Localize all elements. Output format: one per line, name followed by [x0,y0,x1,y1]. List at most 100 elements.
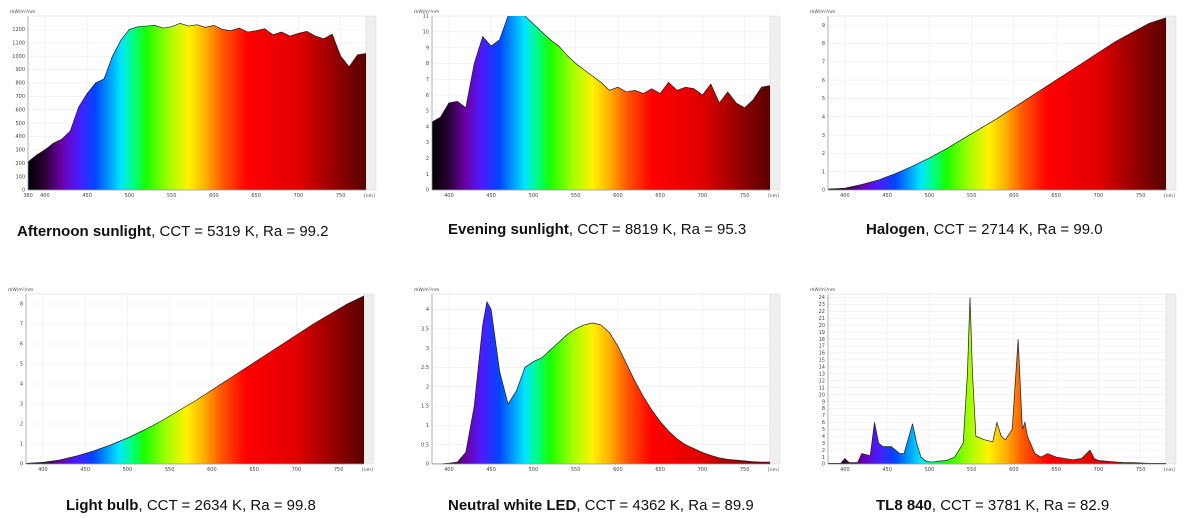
y-tick-label: 4 [426,307,429,313]
y-tick-label: 2 [426,156,429,162]
y-tick-label: 11 [819,385,825,391]
x-tick-label: 650 [655,193,665,199]
spectrum-outline [828,17,1166,190]
x-tick-label: 700 [1094,467,1104,473]
x-tick-label: 750 [740,467,750,473]
x-tick-label: 700 [292,467,302,473]
spectrum-outline [432,300,770,464]
plot-scroll-strip [1165,15,1177,191]
y-tick-label: 300 [15,148,25,154]
caption-ra: Ra = 95.3 [680,221,747,238]
spectrum-outline [828,297,1166,464]
x-tick-label: 600 [1009,467,1019,473]
y-tick-label: 700 [15,94,25,100]
caption-light-source: Light bulb [66,497,139,514]
x-unit-label: [nm] [1164,467,1175,473]
x-tick-label: 700 [698,467,708,473]
plot-scroll-strip [363,293,375,465]
y-tick-label: 1200 [12,27,25,33]
caption-neutral-white-led: Neutral white LED, CCT = 4362 K, Ra = 89… [448,497,754,514]
y-tick-label: 22 [819,309,825,315]
caption-cct: CCT = 2634 K [146,497,243,514]
y-tick-label: 1.5 [421,404,429,410]
caption-light-bulb: Light bulb, CCT = 2634 K, Ra = 99.8 [66,497,316,514]
x-unit-label: [nm] [768,193,779,199]
y-tick-label: 7 [822,413,825,419]
x-tick-label: 600 [613,467,623,473]
y-tick-label: 1 [426,172,429,178]
y-tick-label: 10 [819,392,825,398]
x-tick-label: 500 [125,193,135,199]
x-tick-label: 700 [294,193,304,199]
x-tick-label: 500 [529,467,539,473]
caption-cct: CCT = 3781 K [940,497,1036,514]
caption-tl8-840: TL8 840, CCT = 3781 K, Ra = 82.9 [876,497,1110,514]
x-tick-label: 450 [82,193,92,199]
x-tick-label: 750 [1136,193,1146,199]
y-tick-label: 8 [822,406,825,412]
x-tick-label: 450 [80,467,90,473]
x-tick-label: 400 [40,193,50,199]
x-tick-label: 650 [655,467,665,473]
caption-ra: Ra = 89.9 [688,497,754,514]
x-tick-label: 550 [165,467,175,473]
spectrum-area [28,23,366,190]
x-tick-label: 400 [840,193,850,199]
caption-cct: CCT = 8819 K [577,221,673,238]
chart-canvas: 0123456789101112131415161718192021222324… [808,284,1188,480]
chart-canvas: 0 0.5 1 1.5 2 2.5 3 3.5 4 400 450 500 550 600 650 700 75… [412,284,792,480]
y-tick-label: 6 [426,93,429,99]
spectrum-area [432,16,770,190]
chart-halogen: 0 1 2 3 4 5 6 7 8 9 400 450 500 550 600 650 700 750 mW/m²/… [808,6,1188,206]
x-tick-label: 450 [882,467,892,473]
x-tick-label: 450 [486,193,496,199]
y-tick-label: 900 [15,67,25,73]
x-tick-label: 500 [925,467,935,473]
x-unit-label: [nm] [768,467,779,473]
chart-tl8-840: 0 1 2 3 4 5 6 7 8 9 10 11 12 13 14 15 16 17 18 19 20 21 22 23 24… [808,284,1188,480]
caption-cct: CCT = 2714 K [933,221,1029,238]
y-tick-label: 1 [822,455,825,461]
y-tick-label: 100 [15,174,25,180]
y-tick-label: 0 [20,462,23,468]
y-tick-label: 13 [819,371,825,377]
spectrum-area [828,297,1166,464]
caption-cct: CCT = 4362 K [584,497,680,514]
y-tick-label: 9 [822,23,825,29]
y-tick-label: 9 [822,399,825,405]
y-tick-label: 21 [819,316,825,322]
caption-ra: Ra = 82.9 [1043,497,1110,514]
x-tick-label: 600 [1009,193,1019,199]
spectrum-outline [28,22,366,163]
chart-canvas: 0 100 200 300 400 500 600 700 800 900 1000 1100 1200… [8,6,388,206]
x-tick-label: 600 [207,467,217,473]
y-tick-label: 2 [426,384,429,390]
x-tick-label: 750 [334,467,344,473]
x-tick-label: 700 [1094,193,1104,199]
y-tick-label: 6 [822,78,825,84]
x-tick-label: 450 [882,193,892,199]
x-tick-label: 380 [23,193,33,199]
y-tick-label: 14 [819,365,825,371]
plot-scroll-strip [769,15,781,191]
x-tick-label: 650 [251,193,261,199]
y-tick-label: 2 [822,448,825,454]
y-tick-label: 0 [822,188,825,194]
y-tick-label: 3 [20,402,23,408]
chart-evening-sunlight: 0 1 2 3 4 5 6 7 8 9 10 11 400 450 500 550 600 650 700 750 mW… [412,6,792,206]
y-tick-label: 5 [426,109,429,115]
caption-light-source: Evening sunlight [448,221,569,238]
y-tick-label: 1 [426,423,429,429]
y-tick-label: 3 [426,140,429,146]
y-tick-label: 0 [22,188,25,194]
spectrum-area [828,17,1166,190]
y-unit-label: mW/m²/nm [414,287,439,293]
y-unit-label: mW/m²/nm [810,287,835,293]
x-tick-label: 400 [444,467,454,473]
y-tick-label: 6 [822,420,825,426]
y-tick-label: 11 [423,14,429,20]
y-tick-label: 600 [15,107,25,113]
caption-afternoon-sunlight: Afternoon sunlight, CCT = 5319 K, Ra = 9… [17,223,329,240]
spectrum-outline [432,16,770,123]
spectrum-area [432,301,770,464]
